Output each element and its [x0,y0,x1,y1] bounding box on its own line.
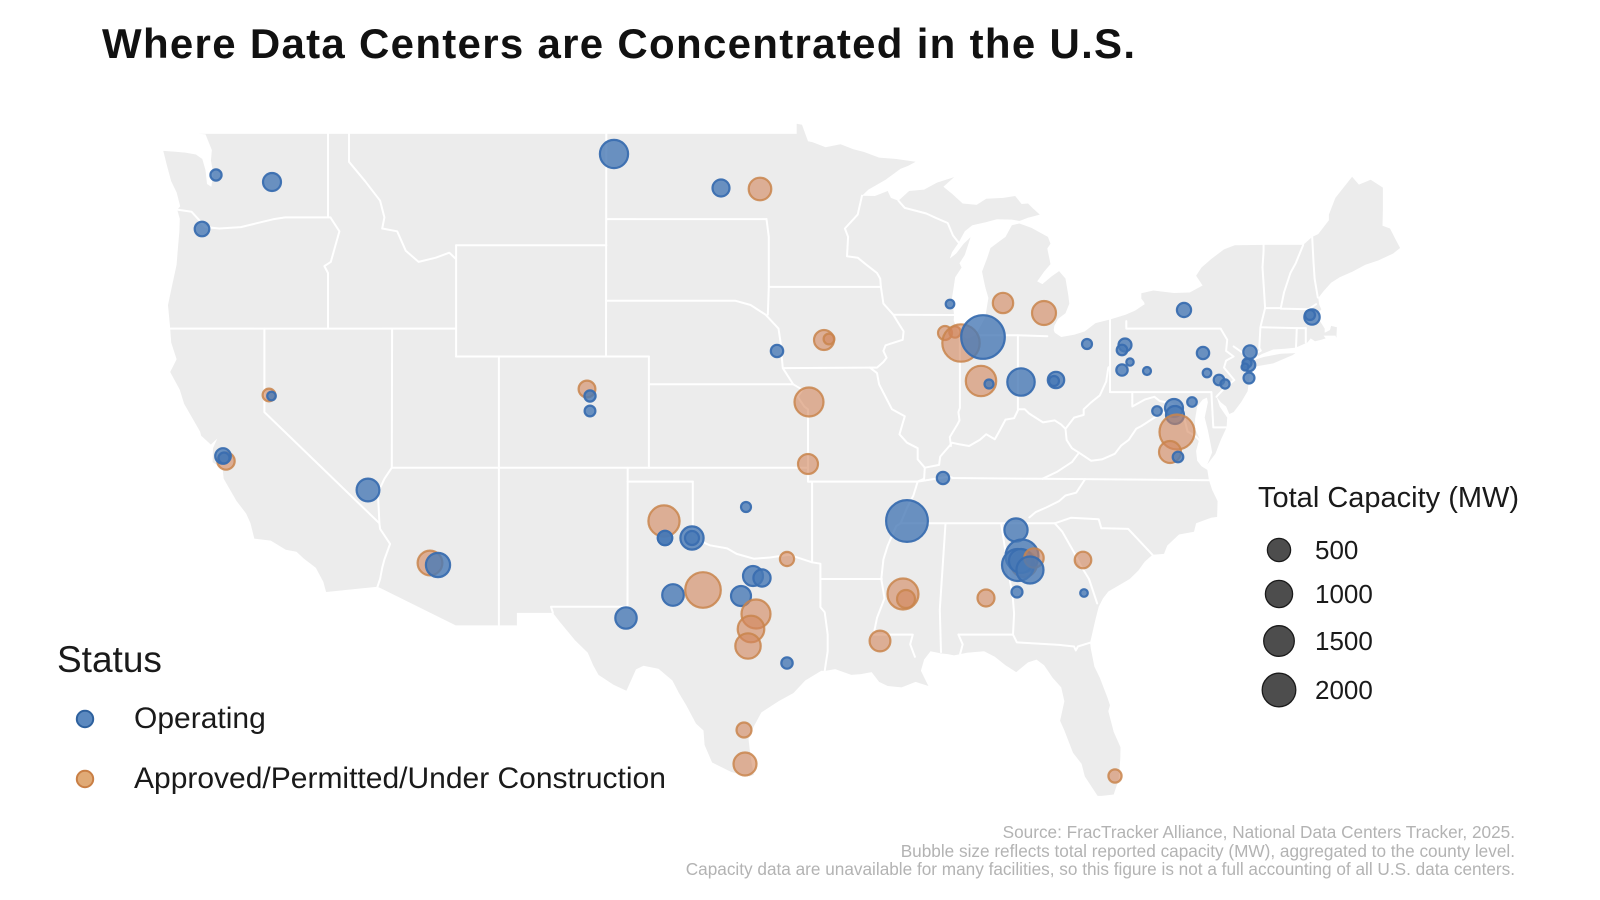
svg-text:2000: 2000 [1315,675,1373,705]
svg-text:Operating: Operating [134,702,266,735]
svg-text:500: 500 [1315,535,1358,565]
svg-text:1500: 1500 [1315,626,1373,656]
svg-text:1000: 1000 [1315,579,1373,609]
svg-text:Total Capacity (MW): Total Capacity (MW) [1258,482,1519,514]
svg-text:Approved/Permitted/Under Const: Approved/Permitted/Under Construction [134,762,666,795]
svg-text:Status: Status [57,639,162,680]
